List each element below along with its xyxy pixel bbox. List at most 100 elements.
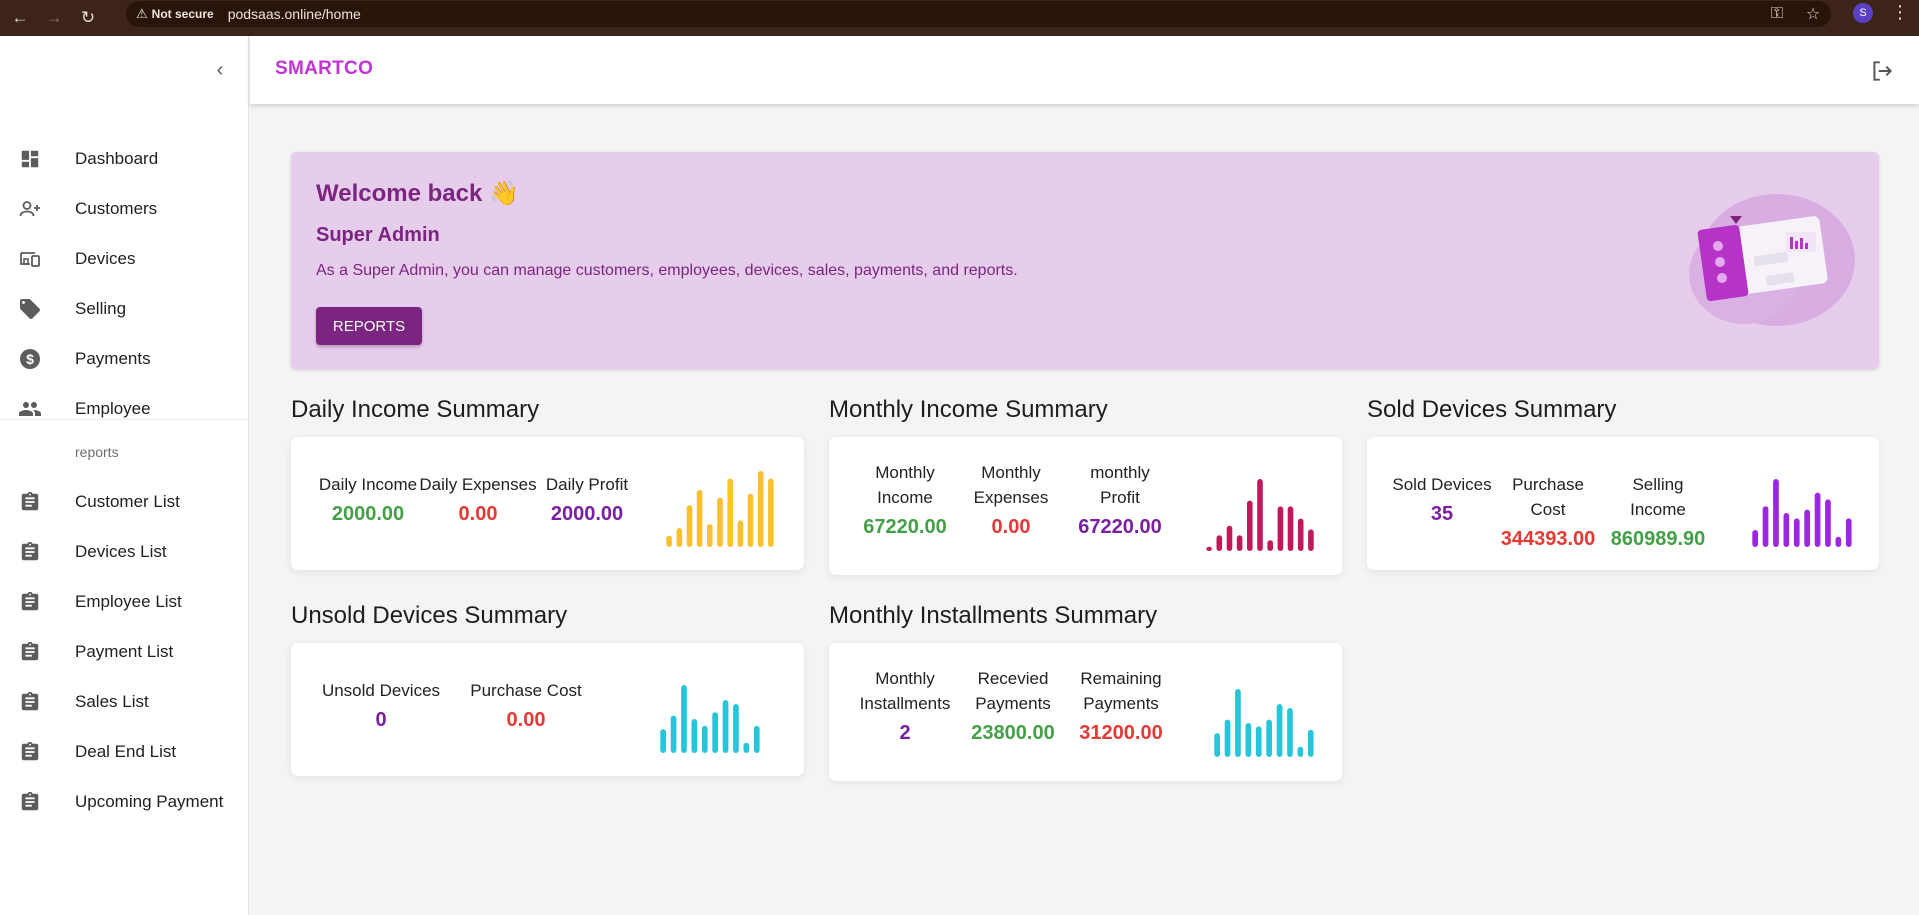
- sidebar-item-label: Upcoming Payment: [75, 792, 224, 811]
- clipboard-icon: [18, 690, 42, 714]
- sidebar-item-label: Sales List: [75, 692, 149, 711]
- brand-logo[interactable]: SMARTCO: [275, 58, 374, 79]
- sparkline-bar: [1307, 729, 1314, 757]
- sparkline-bar: [727, 478, 733, 547]
- back-icon[interactable]: ←: [11, 8, 29, 27]
- sparkline-bar: [1773, 479, 1779, 547]
- monthly-income-card: Monthly Income 67220.00 Monthly Expenses…: [829, 437, 1342, 575]
- sparkline-bar: [1226, 525, 1233, 551]
- daily-income-card: Daily Income 2000.00 Daily Expenses 0.00…: [291, 437, 804, 570]
- sparkline-bar: [1276, 704, 1283, 757]
- sparkline-bar: [753, 725, 760, 753]
- sidebar: ‹ Dashboard Customers Devices Selling: [0, 36, 249, 915]
- installments-sparkline: [1214, 689, 1314, 757]
- sidebar-item-employee-list[interactable]: Employee List: [0, 577, 249, 627]
- sparkline-bar: [747, 493, 754, 547]
- stat-label: Purchase Cost: [1512, 475, 1584, 519]
- warning-icon: ⚠: [136, 6, 148, 21]
- menu-dots-icon[interactable]: ⋮: [1891, 2, 1909, 22]
- sidebar-divider: [0, 419, 249, 420]
- sparkline-bar: [733, 704, 739, 753]
- reports-button[interactable]: REPORTS: [316, 307, 422, 345]
- address-bar[interactable]: ⚠ Not secure podsaas.online/home ⚿ ☆: [126, 1, 1831, 27]
- dashboard-icon: [18, 147, 42, 171]
- sparkline-bar: [1835, 536, 1842, 547]
- sparkline-bar: [1297, 518, 1304, 551]
- logout-icon[interactable]: [1869, 58, 1895, 84]
- stat-value: 31200.00: [1079, 722, 1163, 744]
- daily-profit-stat: Daily Profit 2000.00: [537, 472, 637, 526]
- welcome-title: Welcome back 👋: [316, 180, 519, 207]
- clipboard-icon: [18, 490, 42, 514]
- selling-income-stat: Selling Income 860989.90: [1603, 472, 1713, 551]
- unsold-devices-sparkline: [660, 685, 760, 753]
- sparkline-bar: [1235, 689, 1241, 757]
- stat-label: Daily Expenses: [419, 475, 537, 494]
- profile-avatar[interactable]: S: [1853, 3, 1873, 23]
- chevron-left-icon[interactable]: ‹: [216, 58, 224, 81]
- stat-value: 67220.00: [863, 516, 947, 538]
- star-icon[interactable]: ☆: [1805, 6, 1821, 23]
- reload-icon[interactable]: ↻: [80, 8, 96, 27]
- sparkline-bar: [768, 478, 774, 547]
- key-icon[interactable]: ⚿: [1770, 5, 1784, 22]
- stat-label: Sold Devices: [1392, 475, 1492, 494]
- clipboard-icon: [18, 540, 42, 564]
- installments-title: Monthly Installments Summary: [829, 602, 1158, 629]
- sidebar-item-payment-list[interactable]: Payment List: [0, 627, 249, 677]
- sparkline-bar: [707, 524, 713, 547]
- sidebar-item-sales-list[interactable]: Sales List: [0, 677, 249, 727]
- sidebar-item-selling[interactable]: Selling: [0, 284, 249, 334]
- stat-label: Purchase Cost: [470, 681, 582, 700]
- sparkline-bar: [1752, 530, 1758, 547]
- browser-toolbar: ← → ↻ ⚠ Not secure podsaas.online/home ⚿ …: [0, 0, 1919, 36]
- sparkline-bar: [660, 729, 666, 753]
- sidebar-item-upcoming-payment[interactable]: Upcoming Payment: [0, 777, 249, 827]
- sidebar-item-label: Deal End List: [75, 742, 177, 761]
- sparkline-bar: [1267, 540, 1273, 551]
- stat-value: 0.00: [991, 516, 1031, 538]
- sparkline-bar: [676, 528, 683, 547]
- sparkline-bar: [1277, 506, 1284, 551]
- stat-label: monthly Profit: [1090, 463, 1150, 507]
- sidebar-item-employee[interactable]: Employee: [0, 384, 249, 434]
- sidebar-item-devices[interactable]: Devices: [0, 234, 249, 284]
- sparkline-bar: [666, 535, 672, 547]
- url-text[interactable]: podsaas.online/home: [227, 6, 361, 22]
- sparkline-bar: [717, 497, 723, 547]
- sidebar-item-customers[interactable]: Customers: [0, 184, 249, 234]
- stat-value: 2: [899, 722, 911, 744]
- sparkline-bar: [691, 719, 698, 753]
- stat-value: 35: [1430, 503, 1454, 525]
- sidebar-item-customer-list[interactable]: Customer List: [0, 477, 249, 527]
- sidebar-item-deal-end-list[interactable]: Deal End List: [0, 727, 249, 777]
- sidebar-item-label: Customer List: [75, 492, 180, 511]
- sparkline-bar: [1845, 518, 1852, 547]
- monthly-income-sparkline: [1206, 479, 1314, 551]
- sparkline-bar: [1257, 479, 1263, 551]
- forward-icon[interactable]: →: [45, 8, 63, 27]
- reports-section-label: reports: [75, 444, 119, 460]
- sold-devices-card: Sold Devices 35 Purchase Cost 344393.00 …: [1367, 437, 1879, 570]
- sidebar-item-devices-list[interactable]: Devices List: [0, 527, 249, 577]
- sparkline-bar: [1825, 499, 1831, 547]
- security-indicator[interactable]: ⚠ Not secure: [136, 6, 214, 21]
- sparkline-bar: [1216, 535, 1223, 551]
- stat-value: 2000.00: [550, 503, 624, 525]
- clipboard-icon: [18, 740, 42, 764]
- main-menu: Dashboard Customers Devices Selling $ Pa…: [0, 134, 249, 434]
- sparkline-bar: [670, 715, 677, 753]
- stat-value: 0.00: [458, 503, 498, 525]
- sidebar-item-payments[interactable]: $ Payments: [0, 334, 249, 384]
- sidebar-item-dashboard[interactable]: Dashboard: [0, 134, 249, 184]
- sparkline-bar: [1266, 719, 1272, 757]
- sparkline-bar: [712, 712, 718, 753]
- sparkline-bar: [1206, 546, 1212, 551]
- monthly-income-stat: Monthly Income 67220.00: [849, 460, 961, 539]
- dashboard-illustration: [1682, 182, 1857, 340]
- sparkline-bar: [1247, 500, 1253, 551]
- sparkline-bar: [743, 742, 750, 753]
- stat-value: 0: [375, 709, 387, 731]
- sparkline-bar: [1804, 509, 1810, 547]
- monthly-income-title: Monthly Income Summary: [829, 396, 1108, 423]
